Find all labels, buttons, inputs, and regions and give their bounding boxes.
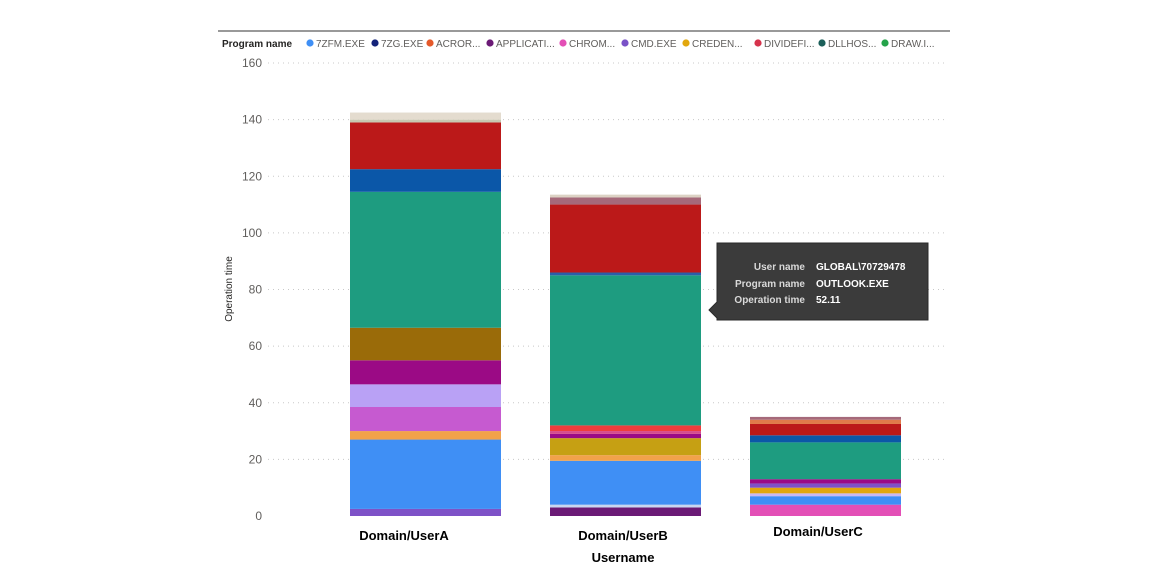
y-tick-label: 20: [249, 452, 263, 466]
x-tick-label: Domain/UserA: [359, 528, 449, 543]
bar-segment[interactable]: [550, 204, 701, 273]
bar-segment[interactable]: [550, 275, 701, 426]
bar-stack[interactable]: [350, 112, 501, 516]
bar-stack[interactable]: [550, 194, 701, 516]
legend-marker: [818, 39, 826, 47]
legend-marker: [559, 39, 567, 47]
bar-stack[interactable]: [750, 416, 901, 516]
bar-segment[interactable]: [750, 504, 901, 516]
bar-segment[interactable]: [550, 507, 701, 516]
bar-segment[interactable]: [750, 416, 901, 420]
bar-segment[interactable]: [550, 455, 701, 461]
legend-marker: [754, 39, 762, 47]
legend-item[interactable]: DLLHOS...: [818, 39, 876, 50]
legend-marker: [682, 39, 690, 47]
legend-item[interactable]: APPLICATI...: [486, 39, 555, 50]
x-axis-category-labels: Domain/UserA Domain/UserB Domain/UserC: [359, 524, 863, 543]
y-axis-title: Operation time: [224, 256, 235, 322]
bar-segment[interactable]: [350, 119, 501, 123]
x-axis-title: Username: [592, 550, 655, 565]
legend-item[interactable]: 7ZG.EXE: [371, 39, 424, 50]
y-tick-label: 120: [242, 169, 262, 183]
bar-segment[interactable]: [550, 272, 701, 276]
bar-segment[interactable]: [350, 327, 501, 361]
legend-marker: [306, 39, 314, 47]
y-tick-label: 40: [249, 396, 263, 410]
bar-segment[interactable]: [350, 406, 501, 432]
bar-segment[interactable]: [750, 419, 901, 424]
bar-segment[interactable]: [550, 460, 701, 505]
legend-marker: [486, 39, 494, 47]
tooltip-value: 52.11: [816, 295, 841, 306]
bar-segment[interactable]: [350, 384, 501, 407]
bar-segment[interactable]: [550, 431, 701, 434]
bars: [350, 112, 901, 516]
legend-item[interactable]: DIVIDEFI...: [754, 39, 815, 50]
bar-segment[interactable]: [550, 438, 701, 456]
tooltip-key: User name: [754, 262, 806, 273]
legend-label: DLLHOS...: [828, 39, 876, 50]
tooltip: User name GLOBAL\70729478 Program name OUTL…: [708, 242, 929, 321]
bar-segment[interactable]: [350, 508, 501, 516]
bar-segment[interactable]: [750, 442, 901, 480]
legend-label: ACROR...: [436, 39, 480, 50]
legend-marker: [426, 39, 434, 47]
legend-item[interactable]: CHROM...: [559, 39, 615, 50]
legend-label: 7ZG.EXE: [381, 39, 424, 50]
y-tick-label: 160: [242, 56, 262, 70]
bar-segment[interactable]: [550, 433, 701, 439]
bar-segment[interactable]: [750, 496, 901, 505]
bar-segment[interactable]: [550, 194, 701, 198]
tooltip-key: Program name: [735, 279, 805, 290]
bar-segment[interactable]: [750, 423, 901, 436]
tooltip-value: OUTLOOK.EXE: [816, 279, 889, 290]
tooltip-value: GLOBAL\70729478: [816, 262, 906, 273]
bar-segment[interactable]: [750, 483, 901, 488]
legend-item[interactable]: DRAW.I...: [881, 39, 935, 50]
bar-segment[interactable]: [750, 479, 901, 484]
x-tick-label: Domain/UserC: [773, 524, 863, 539]
legend-label: APPLICATI...: [496, 39, 555, 50]
legend-title: Program name: [222, 39, 292, 50]
legend-item[interactable]: ACROR...: [426, 39, 480, 50]
y-axis-ticks: 0 20 40 60 80 100 120 140 160: [242, 56, 262, 523]
legend-item[interactable]: CREDEN...: [682, 39, 743, 50]
legend-label: CHROM...: [569, 39, 615, 50]
legend-label: DIVIDEFI...: [764, 39, 815, 50]
y-tick-label: 140: [242, 113, 262, 127]
legend-label: CMD.EXE: [631, 39, 677, 50]
bar-segment[interactable]: [550, 504, 701, 508]
legend-label: 7ZFM.EXE: [316, 39, 365, 50]
y-tick-label: 80: [249, 283, 263, 297]
legend-item[interactable]: CMD.EXE: [621, 39, 677, 50]
bar-segment[interactable]: [350, 439, 501, 509]
bar-segment[interactable]: [350, 112, 501, 120]
y-tick-label: 0: [255, 509, 262, 523]
x-tick-label: Domain/UserB: [578, 528, 668, 543]
legend-label: DRAW.I...: [891, 39, 935, 50]
legend-marker: [371, 39, 379, 47]
bar-segment[interactable]: [750, 487, 901, 494]
legend: Program name 7ZFM.EXE 7ZG.EXE ACROR... APPL…: [222, 39, 935, 50]
bar-segment[interactable]: [750, 435, 901, 443]
tooltip-box: [708, 242, 929, 321]
legend-marker: [881, 39, 889, 47]
y-tick-label: 100: [242, 226, 262, 240]
bar-segment[interactable]: [350, 191, 501, 328]
tooltip-key: Operation time: [734, 295, 805, 306]
legend-marker: [621, 39, 629, 47]
legend-item[interactable]: 7ZFM.EXE: [306, 39, 365, 50]
bar-segment[interactable]: [750, 493, 901, 497]
bar-segment[interactable]: [550, 197, 701, 205]
bar-segment[interactable]: [350, 431, 501, 440]
legend-label: CREDEN...: [692, 39, 743, 50]
bar-segment[interactable]: [350, 169, 501, 192]
bar-segment[interactable]: [350, 360, 501, 385]
bar-segment[interactable]: [350, 122, 501, 170]
bar-segment[interactable]: [550, 425, 701, 432]
y-tick-label: 60: [249, 339, 263, 353]
